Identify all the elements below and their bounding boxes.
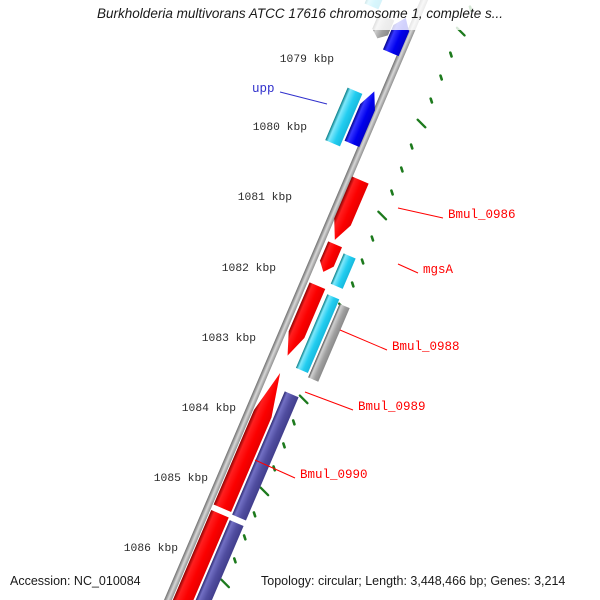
svg-text:1086 kbp: 1086 kbp <box>124 543 178 555</box>
svg-text:Bmul_0989: Bmul_0989 <box>358 400 426 414</box>
svg-text:1082 kbp: 1082 kbp <box>222 263 276 275</box>
svg-text:1085 kbp: 1085 kbp <box>154 473 208 485</box>
svg-text:mgsA: mgsA <box>423 263 454 277</box>
svg-text:Bmul_0988: Bmul_0988 <box>392 340 460 354</box>
svg-text:Bmul_0986: Bmul_0986 <box>448 208 516 222</box>
svg-text:1081 kbp: 1081 kbp <box>238 192 292 204</box>
svg-text:Bmul_0990: Bmul_0990 <box>300 468 368 482</box>
svg-text:1079 kbp: 1079 kbp <box>280 54 334 66</box>
svg-text:1083 kbp: 1083 kbp <box>202 333 256 345</box>
svg-text:1080 kbp: 1080 kbp <box>253 122 307 134</box>
svg-text:upp: upp <box>252 82 275 96</box>
svg-text:1084 kbp: 1084 kbp <box>182 403 236 415</box>
